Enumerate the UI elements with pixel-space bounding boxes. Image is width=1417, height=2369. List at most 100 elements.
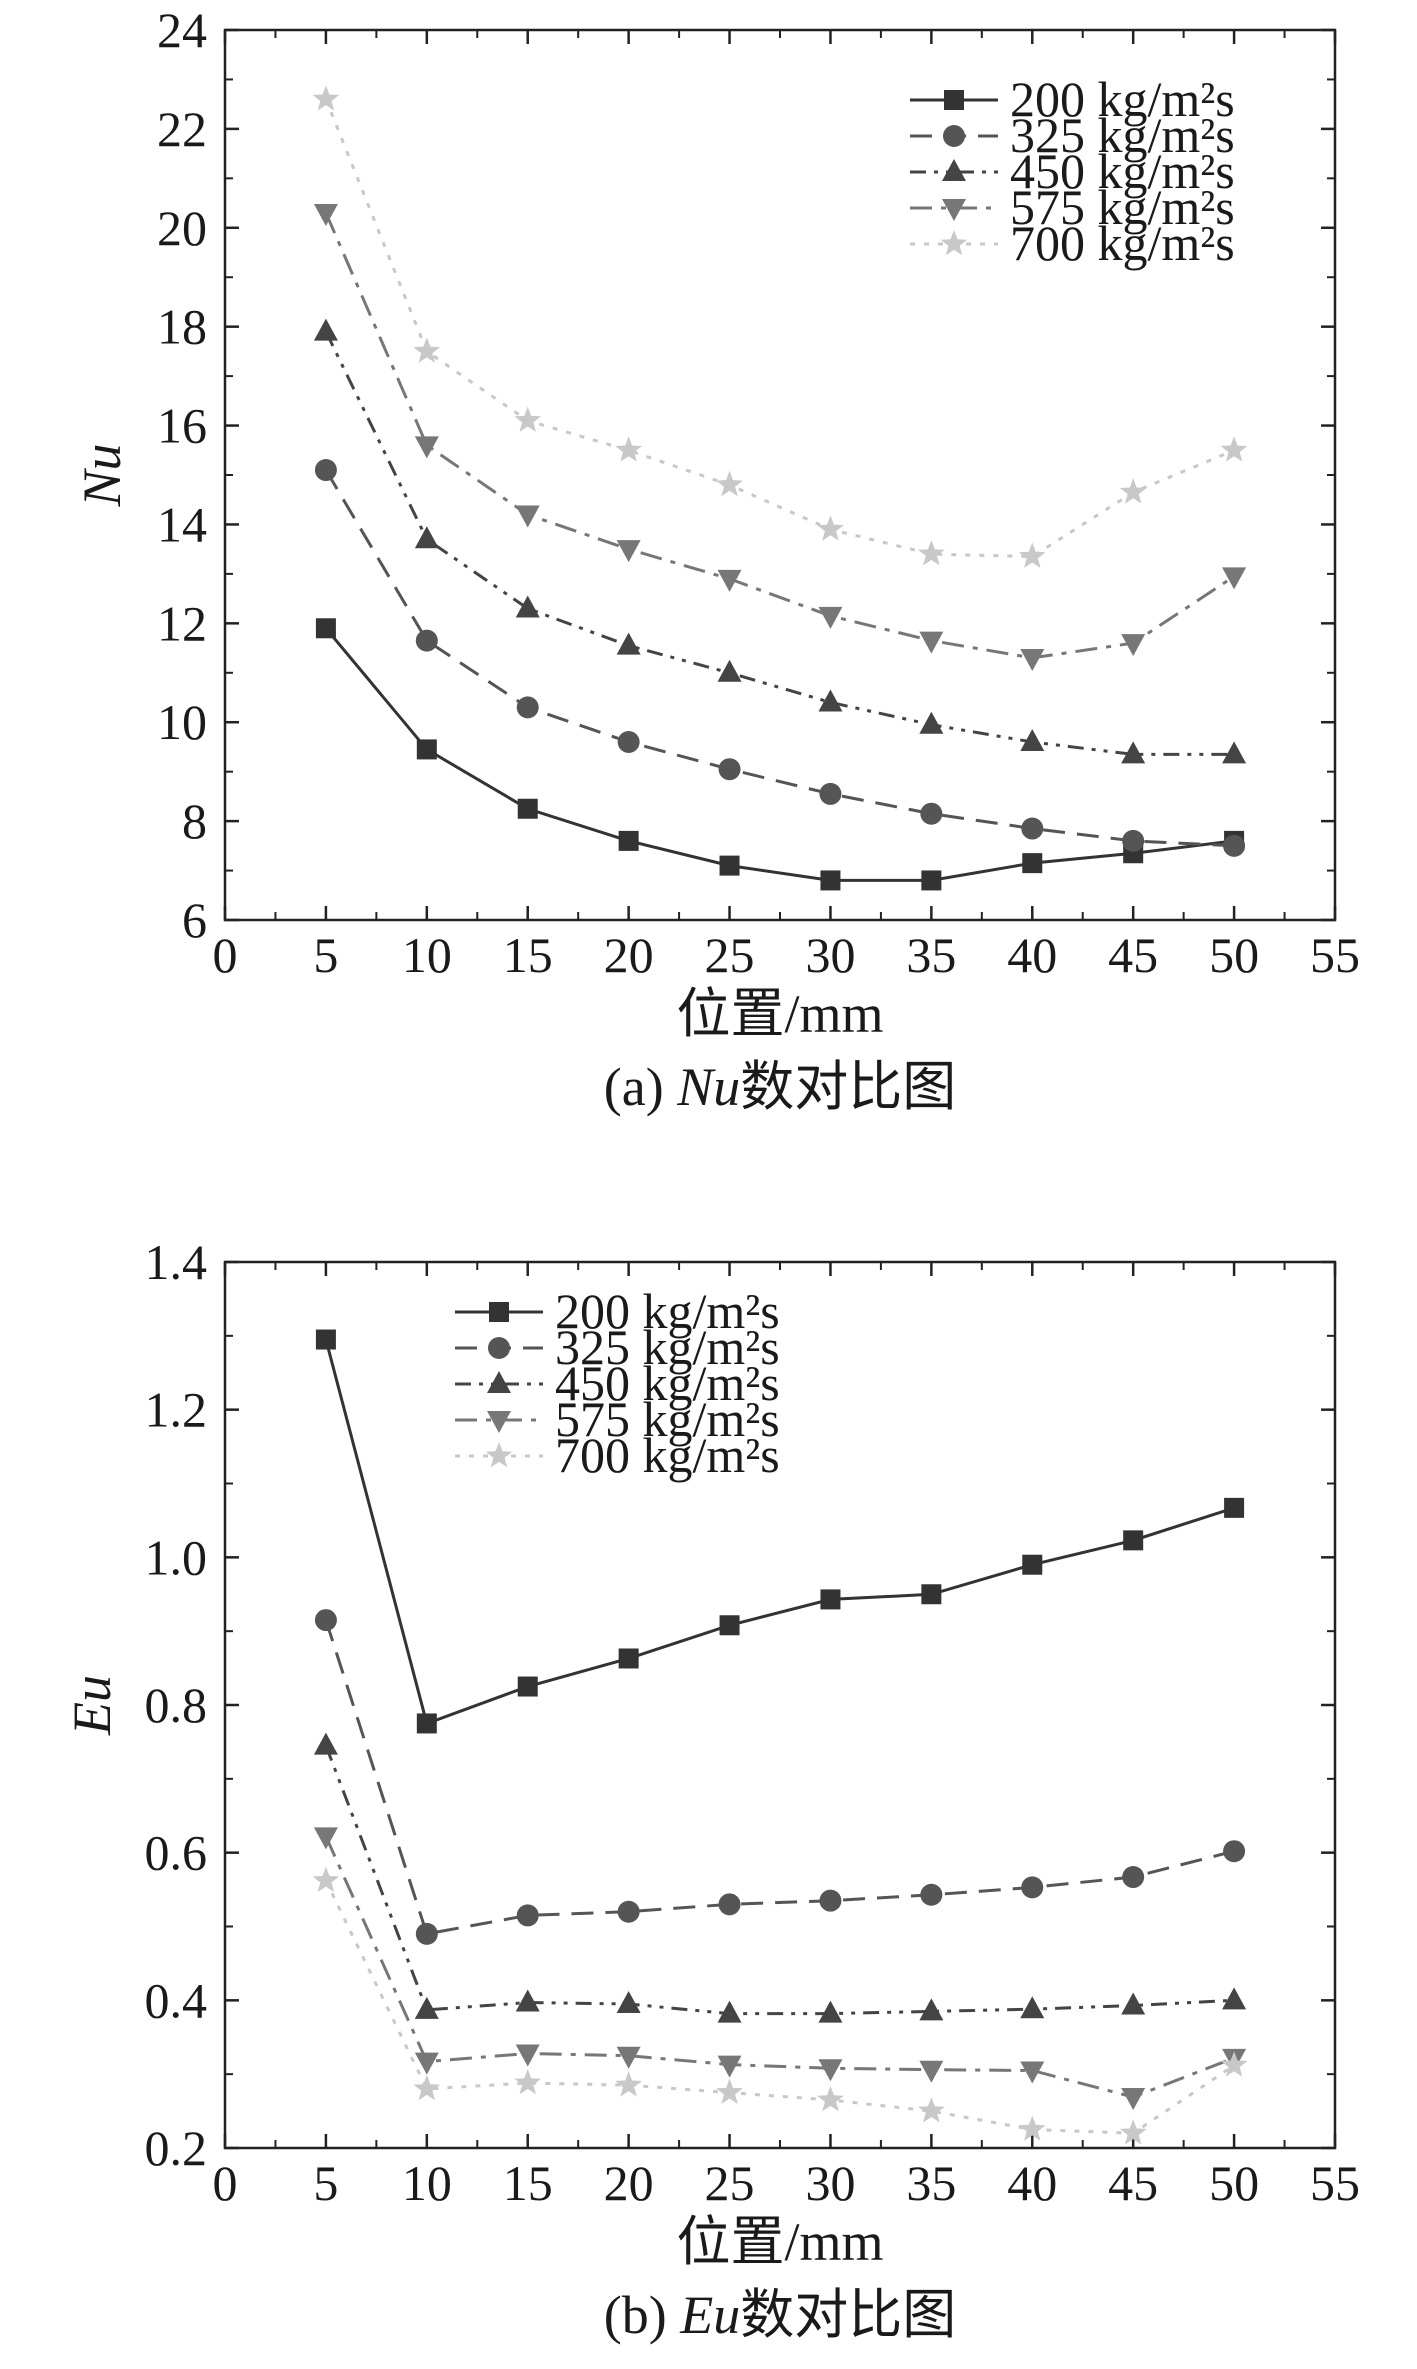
series-2 <box>313 318 1247 764</box>
data-point <box>615 2071 642 2097</box>
data-point <box>415 629 438 652</box>
x-tick-label: 0 <box>213 2155 238 2211</box>
data-point <box>514 2069 541 2095</box>
data-point <box>618 1648 639 1669</box>
chart-nu: 0 5 10 15 20 25 30 35 40 45 50 55 6 8 10 12 14 16 18 20 22 24… <box>72 2 1360 1117</box>
data-point <box>1121 634 1146 657</box>
data-point <box>1122 829 1145 852</box>
legend-marker <box>487 1411 511 1433</box>
x-tick-label: 15 <box>503 927 553 983</box>
data-point <box>919 2060 944 2083</box>
data-point <box>1123 1530 1144 1551</box>
x-axis-label: 位置/mm <box>676 984 883 1044</box>
legend-marker <box>940 230 968 256</box>
figure-caption: (b) Eu数对比图 <box>604 2285 956 2345</box>
data-point <box>413 2074 441 2101</box>
legend-label: 700 kg/m²s <box>1010 215 1235 271</box>
legend-label: 700 kg/m²s <box>555 1427 780 1483</box>
data-point <box>615 436 642 462</box>
data-point <box>416 739 437 760</box>
y-axis-label: Eu <box>62 1675 122 1736</box>
data-point <box>1020 1996 1045 2019</box>
data-point <box>617 731 640 753</box>
data-point <box>617 1900 640 1923</box>
x-tick-label: 30 <box>805 2155 855 2211</box>
data-point <box>817 515 844 541</box>
data-point <box>919 711 944 734</box>
data-point <box>919 631 944 654</box>
legend-label: 575 kg/m²s <box>555 1391 780 1447</box>
data-point <box>515 1989 540 2012</box>
data-point <box>1119 478 1147 504</box>
x-tick-label: 45 <box>1108 2155 1158 2211</box>
data-point <box>616 540 641 563</box>
data-point <box>414 1996 439 2019</box>
y-tick-label: 0.4 <box>145 1972 208 2028</box>
data-point <box>1224 1497 1245 1518</box>
data-point <box>1121 1992 1146 2015</box>
legend-marker <box>487 1371 511 1393</box>
x-tick-label: 40 <box>1007 927 1057 983</box>
x-tick-label: 0 <box>213 927 238 983</box>
data-point <box>717 2055 742 2078</box>
y-tick-label: 20 <box>157 200 207 256</box>
caption-prefix: (b) <box>604 2285 680 2345</box>
x-tick-label: 25 <box>705 927 755 983</box>
legend-label: 200 kg/m²s <box>1010 71 1235 127</box>
series-4 <box>312 85 1248 568</box>
x-tick-label: 5 <box>313 2155 338 2211</box>
legend-label: 450 kg/m²s <box>555 1355 780 1411</box>
data-point <box>1020 729 1045 751</box>
y-tick-label: 1.0 <box>145 1529 208 1585</box>
data-point <box>618 830 639 851</box>
data-point <box>718 1893 741 1916</box>
x-tick-label: 5 <box>313 927 338 983</box>
legend-marker <box>489 1302 509 1322</box>
data-point <box>1019 542 1046 568</box>
data-point <box>1119 2119 1147 2145</box>
data-point <box>1223 1840 1246 1863</box>
series-line <box>324 1619 1235 1936</box>
y-tick-label: 8 <box>182 793 207 849</box>
caption-suffix: 数对比图 <box>740 2285 956 2345</box>
legend-label: 325 kg/m²s <box>555 1319 780 1375</box>
data-point <box>313 1827 338 1850</box>
data-point <box>918 540 945 566</box>
data-point <box>1222 1987 1247 2010</box>
data-point <box>1121 2088 1146 2111</box>
data-point <box>312 1866 340 1892</box>
x-tick-label: 20 <box>604 927 654 983</box>
series-1 <box>314 459 1246 857</box>
legend-marker <box>942 159 966 181</box>
y-tick-label: 1.2 <box>145 1382 208 1438</box>
data-point <box>819 1889 842 1912</box>
data-point <box>313 1732 338 1755</box>
data-point <box>717 2000 742 2023</box>
data-point <box>1223 834 1246 857</box>
data-point <box>1019 2115 1046 2141</box>
data-point <box>919 1998 944 2021</box>
data-point <box>1121 741 1146 764</box>
series-line <box>324 212 1235 660</box>
data-point <box>313 203 338 226</box>
series-line <box>324 627 1235 882</box>
data-point <box>413 337 441 363</box>
y-tick-label: 18 <box>157 299 207 355</box>
y-tick-label: 12 <box>157 595 207 651</box>
x-tick-label: 50 <box>1209 2155 1259 2211</box>
data-point <box>918 2097 945 2123</box>
series-4 <box>312 1866 1248 2145</box>
data-point <box>515 505 540 528</box>
y-tick-label: 22 <box>157 101 207 157</box>
x-tick-label: 20 <box>604 2155 654 2211</box>
x-tick-label: 45 <box>1108 927 1158 983</box>
caption-suffix: 数对比图 <box>740 1057 956 1117</box>
legend-label: 200 kg/m²s <box>555 1283 780 1339</box>
data-point <box>920 802 943 825</box>
x-axis-label: 位置/mm <box>676 2212 883 2272</box>
data-point <box>1222 741 1247 764</box>
data-point <box>514 406 541 432</box>
data-point <box>719 1615 740 1636</box>
legend-marker <box>485 1442 513 1468</box>
